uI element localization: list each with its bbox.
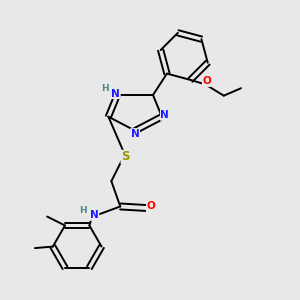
Text: H: H — [79, 206, 87, 215]
Text: N: N — [160, 110, 169, 120]
Text: H: H — [101, 84, 109, 93]
Text: N: N — [111, 88, 120, 98]
Text: N: N — [90, 210, 99, 220]
Text: O: O — [146, 202, 155, 212]
Text: S: S — [121, 150, 130, 163]
Text: N: N — [131, 129, 140, 139]
Text: O: O — [202, 76, 211, 86]
